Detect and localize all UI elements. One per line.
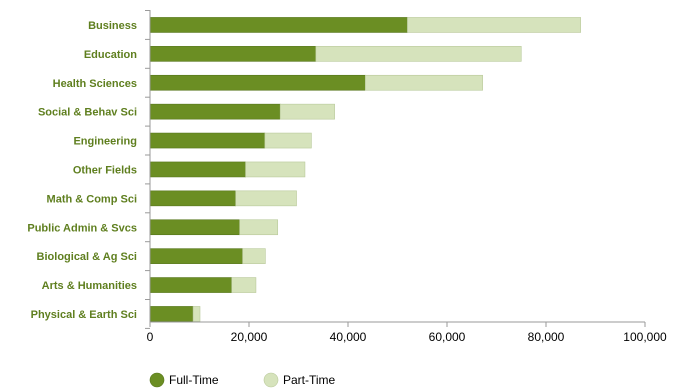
legend-swatch-full-time [149, 372, 165, 388]
x-axis: 0 20,000 40,000 60,000 80,000 100,000 [145, 10, 667, 344]
bar-part-time [192, 306, 201, 322]
x-tick-label: 60,000 [429, 330, 466, 344]
category-label: Education [84, 49, 137, 61]
bar-full-time [149, 74, 366, 91]
category-label: Business [88, 20, 137, 32]
bar-full-time [149, 306, 194, 322]
bar-part-time [315, 46, 522, 62]
bar-part-time [235, 190, 297, 207]
bars-layer [149, 17, 581, 322]
category-label: Math & Comp Sci [47, 193, 137, 205]
bar-part-time [242, 248, 266, 264]
category-labels: Business Education Health Sciences Social &… [27, 20, 137, 321]
bar-part-time [245, 161, 306, 178]
category-label: Social & Behav Sci [38, 107, 137, 119]
category-label: Engineering [73, 136, 137, 148]
bar-full-time [149, 17, 408, 33]
bar-full-time [149, 277, 232, 293]
bar-full-time [149, 219, 240, 236]
category-label: Biological & Ag Sci [37, 251, 137, 263]
x-tick-label: 0 [147, 330, 154, 344]
bar-full-time [149, 248, 243, 264]
bar-part-time [264, 132, 312, 149]
bar-part-time [407, 17, 581, 33]
category-label: Health Sciences [53, 78, 137, 90]
legend: Full-Time Part-Time [149, 372, 336, 388]
bar-full-time [149, 190, 236, 207]
legend-swatch-part-time [263, 372, 279, 388]
legend-label-full-time: Full-Time [169, 373, 219, 387]
bar-full-time [149, 132, 266, 149]
bar-part-time [231, 277, 257, 293]
bar-part-time [365, 74, 483, 91]
x-tick-label: 80,000 [528, 330, 565, 344]
bar-full-time [149, 103, 281, 120]
bar-full-time [149, 46, 317, 62]
x-tick-label: 100,000 [623, 330, 667, 344]
x-tick-label: 20,000 [231, 330, 268, 344]
category-label: Other Fields [73, 164, 137, 176]
category-label: Arts & Humanities [42, 280, 137, 292]
category-label: Physical & Earth Sci [31, 309, 137, 321]
bar-full-time [149, 161, 246, 178]
legend-label-part-time: Part-Time [283, 373, 336, 387]
bar-part-time [279, 103, 335, 120]
bar-part-time [239, 219, 279, 236]
x-tick-label: 40,000 [330, 330, 367, 344]
category-label: Public Admin & Svcs [27, 222, 137, 234]
